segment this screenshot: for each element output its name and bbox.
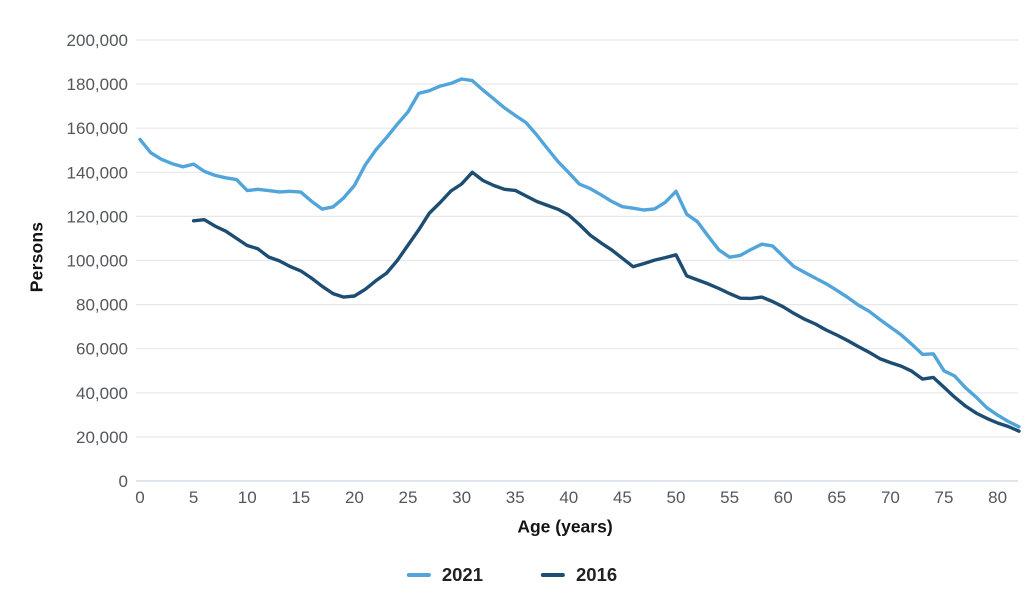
y-tick-label: 120,000 xyxy=(67,207,128,226)
legend-swatch-2021 xyxy=(406,573,431,577)
x-tick-label: 5 xyxy=(189,488,198,507)
x-tick-label: 40 xyxy=(559,488,578,507)
y-tick-label: 100,000 xyxy=(67,252,128,271)
y-tick-label: 20,000 xyxy=(76,428,128,447)
x-tick-label: 20 xyxy=(345,488,364,507)
y-axis-title: Persons xyxy=(26,221,47,293)
x-tick-label: 45 xyxy=(613,488,632,507)
legend-item-2021[interactable]: 2021 xyxy=(406,564,483,586)
x-tick-label: 75 xyxy=(935,488,954,507)
x-tick-label: 65 xyxy=(827,488,846,507)
x-tick-label: 15 xyxy=(291,488,310,507)
y-tick-label: 160,000 xyxy=(67,119,128,138)
x-tick-label: 35 xyxy=(506,488,525,507)
legend-label-2021: 2021 xyxy=(441,564,483,585)
legend: 2021 2016 xyxy=(406,564,617,586)
x-tick-label: 55 xyxy=(720,488,739,507)
y-tick-label: 140,000 xyxy=(67,163,128,182)
x-tick-label: 25 xyxy=(399,488,418,507)
x-tick-label: 0 xyxy=(135,488,144,507)
series-line-2021 xyxy=(138,77,1021,429)
legend-item-2016[interactable]: 2016 xyxy=(541,564,617,586)
y-tick-label: 0 xyxy=(119,472,128,491)
y-tick-label: 180,000 xyxy=(67,75,128,94)
y-tick-label: 200,000 xyxy=(67,31,128,50)
x-tick-label: 10 xyxy=(238,488,257,507)
x-tick-label: 50 xyxy=(667,488,686,507)
legend-label-2016: 2016 xyxy=(576,564,618,585)
x-axis-title: Age (years) xyxy=(517,516,613,537)
series-line-2016 xyxy=(191,170,1021,433)
x-tick-label: 60 xyxy=(774,488,793,507)
x-tick-label: 80 xyxy=(988,488,1007,507)
x-tick-label: 30 xyxy=(452,488,471,507)
y-tick-label: 60,000 xyxy=(76,340,128,359)
x-tick-label: 70 xyxy=(881,488,900,507)
legend-swatch-2016 xyxy=(541,573,565,577)
y-tick-label: 80,000 xyxy=(76,296,128,315)
y-tick-label: 40,000 xyxy=(76,384,128,403)
